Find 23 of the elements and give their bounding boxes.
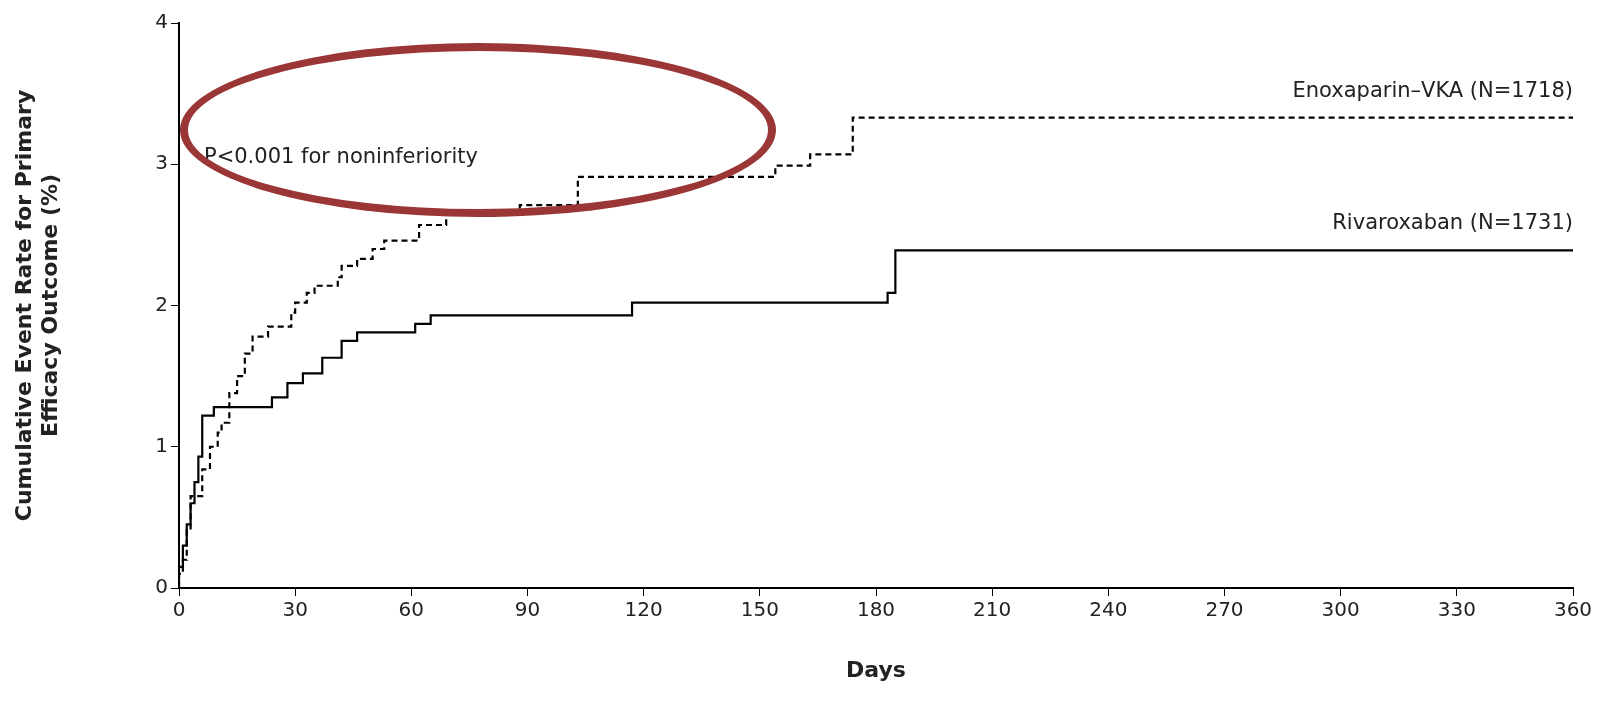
x-tick-label: 240 (1089, 597, 1128, 622)
x-tick-label: 270 (1205, 597, 1244, 622)
series-label: Rivaroxaban (N=1731) (1332, 210, 1573, 235)
x-axis-title: Days (846, 656, 906, 682)
x-tick-label: 60 (398, 597, 425, 622)
series-label: Enoxaparin–VKA (N=1718) (1292, 77, 1573, 102)
x-tick-label: 120 (624, 597, 663, 622)
x-tick-label: 330 (1437, 597, 1476, 622)
y-tick-label: 1 (155, 432, 168, 457)
x-tick-label: 360 (1553, 597, 1593, 622)
y-tick-label: 0 (155, 574, 168, 599)
x-tick-label: 0 (172, 597, 186, 622)
y-tick-label: 2 (155, 291, 168, 316)
x-tick-label: 90 (514, 597, 541, 622)
x-tick-label: 210 (973, 597, 1012, 622)
x-tick-label: 150 (740, 597, 779, 622)
annotation: P<0.001 for noninferiority (204, 144, 478, 169)
x-tick-label: 30 (282, 597, 308, 622)
x-tick-label: 180 (856, 597, 896, 622)
y-axis-title: Cumulative Event Rate for Primary Efficacy Outcome (%) (10, 89, 63, 522)
y-tick-label: 3 (155, 150, 168, 175)
x-tick-label: 300 (1321, 597, 1360, 622)
y-tick-label: 4 (155, 9, 168, 34)
